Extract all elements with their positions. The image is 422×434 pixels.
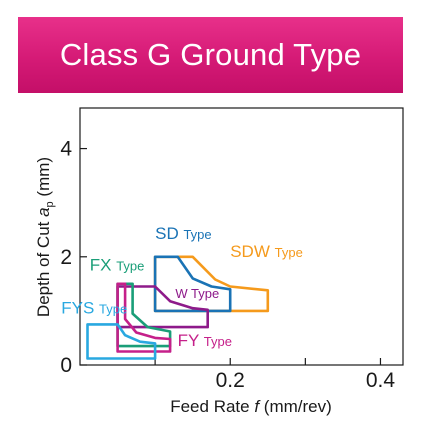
series-sd-label: SD Type [155, 224, 212, 243]
title-banner: Class G Ground Type [18, 17, 403, 93]
series-fys-label: FYS Type [61, 299, 127, 318]
x-axis-label: Feed Rate f (mm/rev) [170, 397, 332, 416]
series-sd-region [153, 255, 232, 313]
series-fx-label: FX Type [90, 255, 145, 274]
x-tick-label: 0.4 [366, 369, 396, 392]
series-fys-region [86, 323, 157, 360]
series-fy-region [116, 282, 172, 353]
y-tick-label: 2 [60, 246, 72, 269]
x-axis: 0.2 0.4 [154, 358, 396, 392]
series-fx-region [116, 282, 172, 348]
banner-title: Class G Ground Type [59, 37, 362, 72]
y-tick-label: 4 [60, 138, 72, 161]
x-tick-label: 0.2 [216, 369, 245, 392]
series-layer [86, 255, 270, 360]
series-w-label: W Type [175, 286, 219, 301]
plot-frame [79, 107, 404, 366]
series-sdw-label: SDW Type [230, 242, 303, 261]
series-labels: SDW Type SD Type W Type FX Type FY Type FYS T… [61, 224, 303, 350]
y-tick-label: 0 [60, 354, 72, 377]
series-fy-label: FY Type [178, 331, 232, 350]
y-axis: 0 2 4 [60, 138, 87, 377]
y-axis-label: Depth of Cut ap (mm) [34, 157, 56, 317]
